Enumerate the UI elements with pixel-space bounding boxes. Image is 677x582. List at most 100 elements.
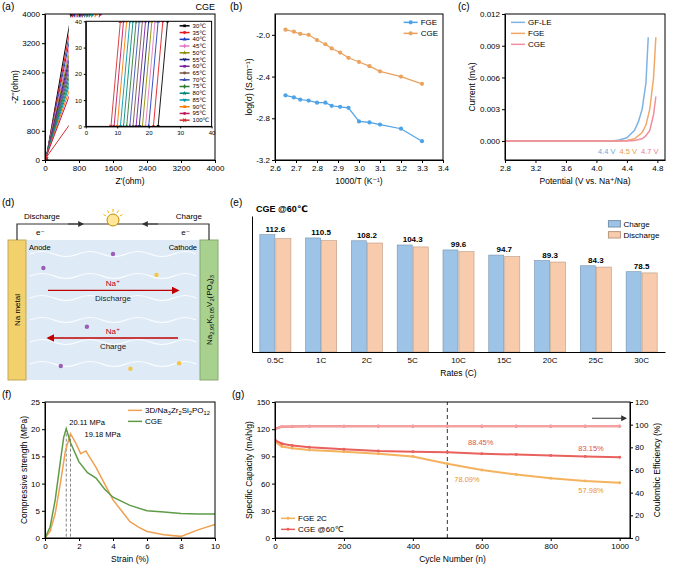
plot-frame [275, 402, 630, 538]
axis-left: 0510152025 [31, 398, 45, 543]
text-part: CGE [145, 417, 162, 426]
legend-item: FGE [404, 18, 437, 27]
axis-line [276, 538, 631, 539]
panel: 020040060080010000306090120150Cycle Numb… [244, 398, 662, 564]
electron-label: e⁻ [36, 228, 45, 237]
tick-label: 60 [261, 480, 270, 489]
legend-marker [183, 112, 186, 115]
tick-label: 10 [211, 542, 220, 551]
marker [315, 38, 319, 42]
tick-mark [42, 131, 45, 132]
legend-swatch [180, 66, 190, 68]
tick: 25 [31, 398, 45, 407]
legend-marker [183, 72, 186, 75]
tick-label: 1C [316, 356, 326, 365]
reference-line [447, 402, 448, 538]
tick: 0.000 [480, 137, 505, 146]
tick: 0 [78, 124, 85, 130]
bar [413, 247, 428, 352]
tick-label: 2.8 [312, 164, 324, 173]
tick-label: -2.8 [256, 114, 270, 123]
series-line [45, 429, 215, 538]
tick-mark [413, 538, 414, 541]
tick: 30 [261, 507, 275, 516]
tick-label: 600 [476, 542, 490, 551]
marker [323, 101, 327, 105]
tick-mark [535, 160, 536, 163]
marker [342, 425, 345, 428]
axis-bottom: 010203040 [85, 126, 216, 135]
legend-item: 40℃ [180, 36, 207, 42]
axis-bottom: 2.62.72.82.93.03.13.23.33.4 [270, 160, 450, 173]
flow-label: Charge [100, 342, 127, 351]
annotation: 4.7 V [641, 147, 659, 156]
tick: 200 [338, 538, 352, 551]
tick: 100 [630, 421, 649, 430]
series-line [146, 21, 212, 126]
text-part: CGE [421, 29, 438, 38]
series-line [158, 21, 211, 126]
marker [308, 446, 311, 449]
legend-item: 95℃ [180, 110, 207, 116]
tick-label: 5 [36, 507, 41, 516]
legend-swatch [180, 113, 190, 115]
tick-mark [84, 21, 86, 22]
marker [377, 449, 380, 452]
figure: 0800160024003200400008001600240032004000… [0, 0, 677, 582]
bar [276, 239, 291, 352]
bulb [107, 214, 119, 226]
tick-label: 30C [634, 356, 649, 365]
tick-mark [502, 46, 505, 47]
panel-label: (c) [458, 1, 470, 12]
legend-item: 45℃ [180, 43, 207, 49]
tick-label: 20 [635, 511, 644, 520]
tick-label: 4000 [207, 164, 225, 173]
marker [357, 60, 361, 64]
particle [59, 364, 63, 368]
legend-item: 50℃ [180, 50, 207, 56]
data-label: 112.6 [266, 225, 286, 234]
text-part: PO [192, 406, 204, 415]
chart-title: CGE @60℃ [256, 204, 308, 214]
marker [346, 56, 350, 60]
marker [399, 74, 403, 78]
tick: 10 [75, 98, 86, 104]
tick-label: 2 [77, 542, 82, 551]
axis-left [252, 217, 253, 353]
y-axis-title: -Z''(ohm) [10, 70, 20, 104]
data-label: 104.3 [403, 235, 424, 244]
tick-mark [620, 538, 621, 541]
tick: 3.1 [375, 160, 387, 173]
tick-label: 3.3 [417, 164, 429, 173]
tick-label: 3.4 [438, 164, 450, 173]
series-line [139, 21, 211, 126]
series-line [114, 21, 211, 126]
tick-mark [149, 126, 150, 128]
tick-mark [627, 160, 628, 163]
tick: 0 [85, 126, 89, 135]
legend-swatch [608, 232, 620, 238]
tick-label: 10 [114, 130, 121, 136]
legend-label: 85℃ [193, 97, 207, 103]
tick-label: 800 [73, 164, 87, 173]
text-part: FGE [528, 29, 544, 38]
y-axis-title: Current (mA) [467, 62, 477, 111]
marker [584, 425, 587, 428]
marker [515, 425, 518, 428]
tick-label: 8 [179, 542, 184, 551]
tick: 1C [316, 356, 326, 365]
tick-label: 2400 [22, 68, 40, 77]
legend-label: 90℃ [193, 104, 207, 110]
series-line [45, 434, 215, 538]
tick-mark [630, 538, 633, 539]
marker [283, 93, 287, 97]
legend-swatch [511, 33, 525, 35]
tick-mark [502, 77, 505, 78]
tick: 20 [75, 71, 86, 77]
legend-label: 40℃ [193, 36, 207, 42]
marker [377, 425, 380, 428]
legend-item: 75℃ [180, 83, 207, 89]
tick: 400 [407, 538, 421, 551]
tick: 2.6 [270, 160, 282, 173]
x-axis-title: Potential (V vs. Na⁺/Na) [540, 176, 631, 186]
